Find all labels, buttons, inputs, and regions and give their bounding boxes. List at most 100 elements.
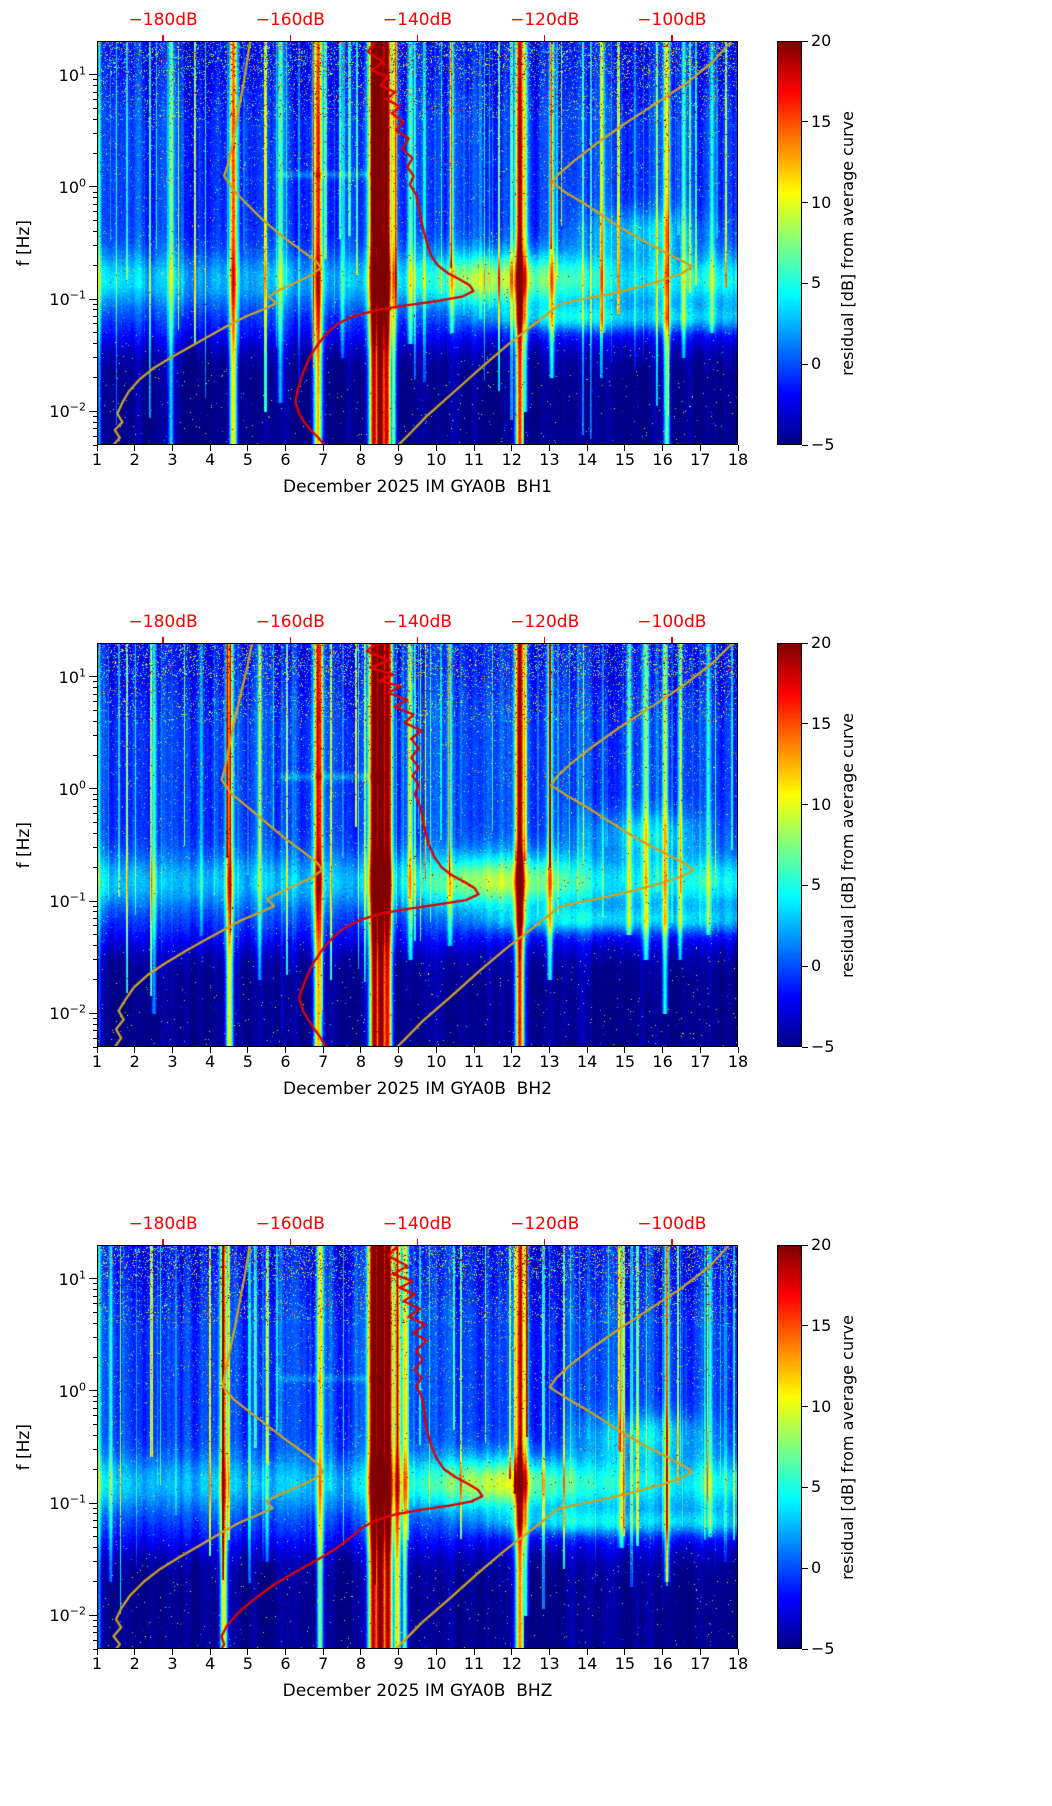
- x-tick: [548, 1047, 550, 1053]
- x-tick-label: 12: [501, 1052, 522, 1071]
- y-minor-tick: [93, 847, 97, 849]
- y-minor-tick: [93, 1295, 97, 1297]
- x-tick-label: 14: [576, 450, 598, 469]
- x-tick-label: 9: [393, 1654, 404, 1673]
- colorbar-tick: [802, 1567, 808, 1569]
- y-minor-tick: [93, 1283, 97, 1285]
- y-minor-tick: [93, 1619, 97, 1621]
- y-minor-tick: [93, 866, 97, 868]
- y-minor-tick: [93, 799, 97, 801]
- y-minor-tick: [93, 1037, 97, 1039]
- y-minor-tick: [93, 925, 97, 927]
- y-minor-tick: [93, 91, 97, 93]
- x-tick: [398, 1047, 400, 1053]
- colorbar-tick: [802, 282, 808, 284]
- y-tick-label: 10−1: [49, 1492, 86, 1513]
- y-minor-tick: [93, 1561, 97, 1563]
- x-tick: [586, 1649, 588, 1655]
- y-minor-tick: [93, 1507, 97, 1509]
- x-tick: [398, 445, 400, 451]
- y-minor-tick: [93, 681, 97, 683]
- colorbar-tick: [802, 642, 808, 644]
- y-minor-tick: [93, 793, 97, 795]
- y-tick: [89, 186, 97, 188]
- x-tick-label: 1: [91, 1052, 103, 1071]
- x-axis-title: December 2025 IM GYA0B BH1: [283, 477, 552, 497]
- x-tick: [435, 1649, 437, 1655]
- x-tick-label: 2: [129, 1052, 140, 1071]
- x-tick: [285, 1047, 287, 1053]
- x-tick: [285, 445, 287, 451]
- y-minor-tick: [93, 1046, 97, 1048]
- colorbar-label-text: residual [dB] from average curve: [837, 1314, 857, 1580]
- y-axis-label-text: f [Hz]: [14, 821, 34, 869]
- y-minor-tick: [93, 1468, 97, 1470]
- x-tick-label: 8: [355, 1654, 367, 1673]
- top-axis-tick: [416, 1239, 419, 1245]
- top-axis-tick: [543, 637, 546, 643]
- x-tick-label: 13: [539, 1052, 560, 1071]
- x-tick: [209, 1649, 211, 1655]
- y-minor-tick: [93, 376, 97, 378]
- x-tick-label: 6: [280, 1654, 291, 1673]
- x-axis-title: December 2025 IM GYA0B BHZ: [282, 1681, 553, 1701]
- y-minor-tick: [93, 1632, 97, 1634]
- y-tick-label: 10−2: [49, 400, 86, 422]
- y-minor-tick: [93, 332, 97, 334]
- y-minor-tick: [93, 309, 97, 311]
- x-tick: [322, 1047, 324, 1053]
- x-tick: [209, 1047, 211, 1053]
- x-tick: [662, 1649, 664, 1655]
- top-axis-label: −120dB: [510, 1214, 580, 1234]
- top-axis-tick: [543, 1239, 546, 1245]
- x-tick-label: 6: [280, 1052, 291, 1071]
- top-axis-tick: [671, 1239, 673, 1245]
- y-axis-label: f [Hz]: [12, 41, 36, 445]
- x-tick-label: 11: [463, 450, 485, 469]
- x-tick-label: 4: [205, 1654, 216, 1673]
- y-minor-tick: [93, 245, 97, 247]
- y-tick: [89, 1614, 97, 1616]
- top-axis-label: −180dB: [128, 612, 198, 632]
- spectrogram-heatmap-canvas: [97, 643, 738, 1047]
- y-minor-tick: [93, 1303, 97, 1305]
- x-tick-label: 16: [652, 450, 673, 469]
- y-minor-tick: [93, 231, 97, 233]
- x-tick: [360, 445, 362, 451]
- top-axis-tick: [671, 637, 673, 643]
- x-tick: [247, 1047, 249, 1053]
- colorbar-gradient-canvas: [777, 41, 802, 445]
- y-tick: [89, 900, 97, 902]
- y-minor-tick: [93, 264, 97, 266]
- x-tick: [209, 445, 211, 451]
- top-axis-label: −160dB: [255, 10, 325, 30]
- y-minor-tick: [93, 945, 97, 947]
- y-minor-tick: [93, 1625, 97, 1627]
- y-tick-label: 100: [58, 1380, 86, 1401]
- x-tick-label: 2: [129, 1654, 140, 1673]
- y-minor-tick: [93, 1289, 97, 1291]
- top-axis-label: −100dB: [637, 612, 707, 632]
- x-tick-label: 14: [576, 1052, 598, 1071]
- top-axis-tick: [543, 35, 546, 41]
- y-minor-tick: [93, 813, 97, 815]
- colorbar-gradient-canvas: [777, 1245, 802, 1649]
- x-tick: [96, 445, 98, 451]
- y-minor-tick: [93, 118, 97, 120]
- x-tick: [134, 445, 136, 451]
- x-tick: [96, 1649, 98, 1655]
- colorbar-tick: [802, 1244, 808, 1246]
- y-minor-tick: [93, 1536, 97, 1538]
- y-minor-tick: [93, 1639, 97, 1641]
- x-tick-label: 18: [727, 450, 749, 469]
- colorbar-tick-label: 15: [811, 714, 832, 733]
- top-axis-tick: [289, 637, 292, 643]
- colorbar-tick-label: 10: [811, 192, 832, 212]
- colorbar-tick: [802, 363, 808, 365]
- colorbar-tick-label: 5: [811, 875, 822, 895]
- spectrogram-heatmap-canvas: [97, 1245, 738, 1649]
- y-tick: [89, 410, 97, 412]
- y-minor-tick: [93, 1527, 97, 1529]
- y-tick: [89, 1390, 97, 1392]
- x-tick: [171, 445, 173, 451]
